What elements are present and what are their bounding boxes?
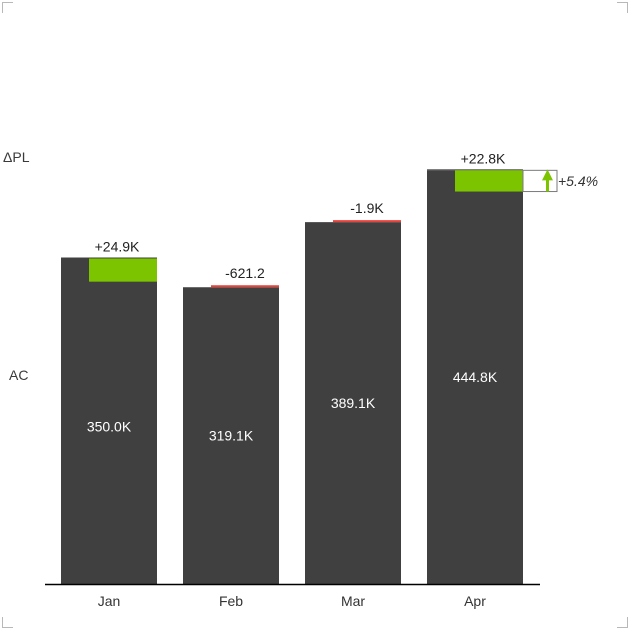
bar-ac-jan	[61, 258, 157, 584]
frame-corner-bottom-right	[617, 617, 628, 628]
frame-corner-bottom-left	[2, 617, 13, 628]
bar-ac-mar	[305, 222, 401, 584]
tick-label-apr: Apr	[464, 593, 486, 609]
label-delta-apr: +22.8K	[461, 150, 506, 166]
row-label-actual: AC	[9, 367, 29, 383]
label-ac-jan: 350.0K	[87, 418, 132, 434]
arrow-up-icon	[542, 169, 553, 181]
tick-label-mar: Mar	[341, 593, 365, 609]
bar-delta-jan	[89, 258, 157, 282]
bar-ac-apr	[427, 170, 523, 584]
total-delta-label: +5.4%	[558, 173, 598, 189]
label-ac-mar: 389.1K	[331, 395, 376, 411]
label-delta-mar: -1.9K	[350, 200, 384, 216]
label-delta-feb: -621.2	[225, 265, 265, 281]
frame-corner-top-left	[2, 2, 13, 13]
row-label-delta: ΔPL	[3, 149, 30, 165]
bar-delta-apr	[455, 170, 523, 192]
tick-label-feb: Feb	[219, 593, 243, 609]
bar-delta-mar	[333, 220, 401, 223]
label-ac-apr: 444.8K	[453, 369, 498, 385]
bar-top-line-apr	[427, 169, 523, 171]
bar-ac-feb	[183, 287, 279, 584]
label-ac-feb: 319.1K	[209, 428, 254, 444]
frame-corner-top-right	[617, 2, 628, 13]
tick-label-jan: Jan	[98, 593, 121, 609]
bar-top-line-jan	[61, 257, 157, 259]
total-delta-bracket	[522, 169, 558, 193]
label-delta-jan: +24.9K	[95, 239, 140, 255]
bar-delta-feb	[211, 285, 279, 288]
